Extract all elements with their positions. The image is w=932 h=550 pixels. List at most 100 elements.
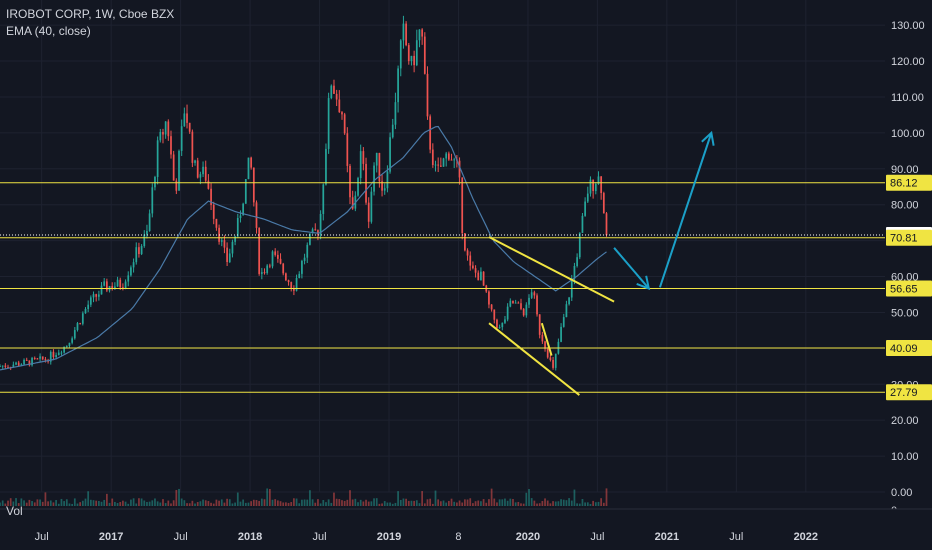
volume-bar bbox=[592, 500, 595, 506]
volume-bar bbox=[258, 500, 261, 506]
volume-bar bbox=[183, 500, 186, 506]
volume-bar bbox=[290, 502, 293, 506]
candle-body bbox=[293, 288, 295, 291]
candle-body bbox=[317, 230, 319, 235]
candle-body bbox=[562, 317, 565, 327]
candle-body bbox=[285, 273, 287, 281]
volume-bar bbox=[212, 503, 215, 506]
price-tick-label: 120.00 bbox=[891, 56, 925, 68]
volume-bar bbox=[490, 488, 493, 506]
volume-bar bbox=[31, 501, 33, 506]
candle-body bbox=[464, 233, 466, 251]
candle-body bbox=[7, 366, 9, 368]
volume-bar bbox=[528, 489, 530, 506]
volume-bar bbox=[279, 501, 282, 506]
candle-body bbox=[138, 247, 140, 255]
volume-bar bbox=[108, 502, 111, 506]
candle-body bbox=[311, 229, 314, 234]
volume-bar bbox=[146, 501, 148, 506]
volume-bar bbox=[522, 503, 525, 506]
forecast-arrow-head[interactable] bbox=[701, 130, 715, 146]
volume-bar bbox=[95, 500, 98, 506]
time-axis[interactable]: Jul 2017 Jul 2018 Jul 2019 8 2020 Jul 2021 Jul 2022 bbox=[0, 508, 932, 550]
volume-bar bbox=[167, 500, 170, 506]
candle-body bbox=[124, 281, 127, 289]
candle-body bbox=[546, 348, 549, 358]
volume-bar bbox=[365, 499, 367, 506]
volume-bar bbox=[282, 502, 285, 506]
forecast-arrow-line[interactable] bbox=[613, 247, 650, 290]
volume-bar bbox=[338, 499, 341, 506]
candle-body bbox=[439, 165, 442, 167]
volume-bar bbox=[287, 502, 290, 506]
chart-legend: IROBOT CORP, 1W, Cboe BZX EMA (40, close… bbox=[6, 6, 174, 40]
candle-body bbox=[279, 258, 282, 264]
volume-bar bbox=[536, 503, 538, 506]
candle-body bbox=[493, 309, 496, 320]
candle-body bbox=[172, 154, 175, 181]
time-tick-label: 2017 bbox=[99, 531, 123, 543]
volume-bar bbox=[461, 502, 464, 506]
volume-bar bbox=[143, 500, 146, 506]
volume-bar bbox=[389, 502, 391, 506]
volume-bar bbox=[330, 502, 333, 506]
candle-body bbox=[488, 291, 490, 305]
candle-body bbox=[274, 251, 277, 255]
candle-body bbox=[148, 213, 151, 231]
candle-body bbox=[68, 342, 71, 347]
candle-body bbox=[544, 341, 546, 349]
volume-bar bbox=[530, 498, 533, 506]
volume-bar bbox=[576, 503, 578, 506]
price-axis[interactable]: 0.0010.0020.0030.0040.0050.0060.0070.008… bbox=[885, 0, 932, 550]
candle-body bbox=[143, 234, 146, 247]
wedge-trendline[interactable] bbox=[488, 236, 615, 303]
candle-body bbox=[97, 294, 100, 297]
volume-bar bbox=[178, 488, 180, 506]
candle-body bbox=[73, 330, 76, 339]
candle-body bbox=[15, 362, 17, 365]
volume-bar bbox=[482, 499, 485, 506]
candle-body bbox=[180, 126, 183, 151]
candle-body bbox=[239, 215, 242, 219]
volume-bar bbox=[458, 500, 461, 506]
volume-bar bbox=[97, 500, 100, 506]
candle-body bbox=[480, 271, 482, 281]
forecast-arrow-head[interactable] bbox=[636, 275, 651, 291]
trend-drawings[interactable] bbox=[488, 130, 715, 396]
candle-body bbox=[255, 202, 258, 228]
candle-body bbox=[568, 297, 570, 305]
wedge-trendline[interactable] bbox=[488, 322, 580, 396]
volume-bar bbox=[180, 498, 183, 506]
volume-bar bbox=[266, 488, 269, 506]
forecast-arrow-line[interactable] bbox=[658, 132, 713, 288]
candle-body bbox=[314, 229, 317, 231]
volume-bar bbox=[231, 503, 234, 506]
price-label-text: 27.79 bbox=[890, 387, 918, 399]
candle-body bbox=[381, 181, 383, 191]
volume-bar bbox=[9, 498, 12, 506]
candle-body bbox=[506, 306, 509, 320]
volume-bar bbox=[223, 502, 226, 506]
price-tick-label: 20.00 bbox=[891, 415, 919, 427]
candle-body bbox=[496, 319, 498, 328]
candle-body bbox=[135, 247, 138, 263]
candle-body bbox=[12, 364, 15, 368]
wedge-short-line[interactable] bbox=[540, 322, 553, 356]
price-label-text: 40.09 bbox=[890, 343, 918, 355]
price-tick-label: 90.00 bbox=[891, 164, 919, 176]
volume-bar bbox=[234, 502, 236, 506]
volume-bars bbox=[0, 488, 608, 506]
volume-bar bbox=[228, 499, 231, 506]
volume-bar bbox=[226, 498, 228, 506]
volume-bar bbox=[453, 501, 456, 506]
ema-line bbox=[0, 125, 607, 371]
volume-bar bbox=[327, 499, 330, 506]
horizontal-levels[interactable] bbox=[0, 182, 885, 393]
volume-bar bbox=[194, 503, 196, 506]
volume-bar bbox=[359, 499, 362, 506]
volume-bar bbox=[207, 501, 210, 506]
candle-body bbox=[202, 166, 204, 175]
volume-bar bbox=[15, 498, 17, 506]
candle-body bbox=[1, 365, 4, 367]
